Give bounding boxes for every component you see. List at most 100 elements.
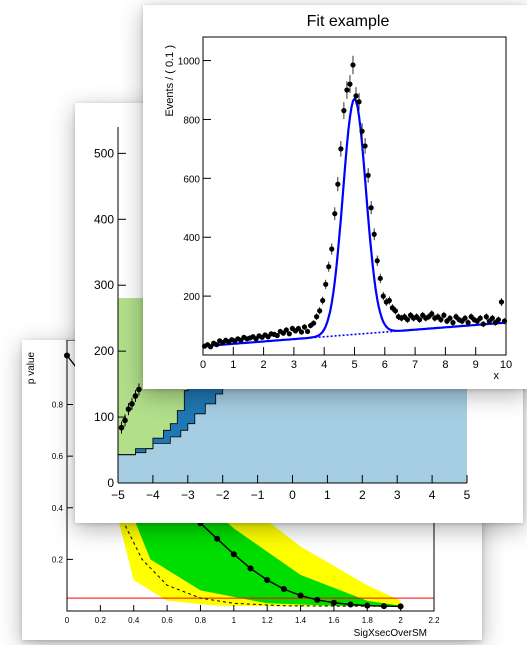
data-point (207, 344, 214, 350)
fit-axes: 0 1 2 3 4 5 6 7 8 9 10 200 400 600 800 1000 (178, 36, 512, 371)
data-point (310, 320, 317, 326)
data-point (386, 297, 392, 304)
data-point (136, 386, 142, 393)
data-point (317, 308, 323, 314)
observed-point (214, 535, 221, 542)
x-tick-label: 0 (289, 488, 296, 502)
x-tick-label: 5 (464, 488, 471, 502)
data-point (214, 342, 220, 348)
y-axis-label: Events / ( 0.1 ) (164, 45, 176, 117)
data-point (377, 275, 383, 282)
x-tick-label: 1 (232, 616, 237, 625)
x-tick-label: 2 (261, 359, 267, 371)
x-tick-label: 2.2 (428, 616, 440, 625)
pvalue-plot: 0 0.2 0.4 0.6 0.8 1 1.2 1.4 1.6 1.8 2 2.2 0.2 0.4 0.6 0… (26, 340, 440, 639)
x-tick-label: 2 (359, 488, 366, 502)
observed-point (380, 603, 387, 610)
data-point (341, 108, 347, 114)
x-tick-label: −2 (216, 488, 230, 502)
x-axis-label: x (494, 370, 500, 382)
data-point (122, 417, 128, 424)
y-tick-label: 600 (183, 174, 200, 185)
observed-point (230, 551, 237, 558)
y-tick-label: 1000 (178, 57, 201, 68)
y-tick-label: 0.6 (52, 452, 64, 461)
x-tick-label: 1 (230, 359, 236, 371)
observed-point (264, 577, 271, 584)
y-tick-label: 0.8 (52, 401, 64, 410)
x-tick-label: 7 (412, 359, 418, 371)
data-point (371, 231, 377, 237)
data-point (429, 311, 435, 317)
data-point (462, 315, 468, 321)
data-point (323, 281, 329, 287)
x-tick-label: 0.8 (195, 616, 207, 625)
data-point (368, 205, 374, 211)
observed-point (247, 565, 254, 572)
data-point (344, 87, 350, 93)
data-point (286, 331, 292, 337)
data-point (295, 325, 302, 332)
data-point (404, 317, 411, 323)
data-point (314, 314, 320, 320)
fit-plot-card: Fit example 0 1 2 3 4 5 6 7 8 9 10 200 400 600 800 1000… (143, 5, 527, 389)
x-tick-label: 2 (398, 616, 403, 625)
y-tick-label: 500 (94, 146, 114, 160)
x-tick-label: 5 (351, 359, 357, 371)
data-point (450, 320, 456, 326)
x-tick-label: 4 (429, 488, 436, 502)
plot-frame (202, 36, 507, 356)
data-point (353, 93, 359, 99)
y-tick-label: 200 (183, 292, 200, 303)
x-tick-label: −4 (146, 488, 160, 502)
data-point (320, 297, 326, 304)
observed-point (347, 601, 354, 608)
fit-plot: Fit example 0 1 2 3 4 5 6 7 8 9 10 200 400 600 800 1000… (164, 13, 512, 382)
x-tick-label: 0 (200, 359, 206, 371)
data-point (392, 308, 399, 314)
data-point (477, 315, 483, 321)
y-tick-label: 0 (107, 476, 114, 490)
x-tick-label: 8 (442, 359, 448, 371)
data-point (335, 181, 341, 187)
total-fit-line (202, 96, 507, 348)
x-tick-label: 10 (500, 359, 512, 371)
data-point (441, 312, 447, 318)
data-point (304, 328, 311, 335)
observed-point (280, 586, 287, 593)
y-tick-label: 0.2 (52, 555, 64, 564)
data-point (438, 317, 444, 323)
data-point (329, 246, 335, 252)
data-point (489, 315, 495, 321)
x-tick-label: 1 (324, 488, 331, 502)
contour-axes: −5 −4 −3 −2 −1 0 1 2 3 4 5 0 100 200 300 400 500 (94, 127, 471, 502)
chart-title: Fit example (307, 13, 390, 30)
x-tick-label: 0.4 (128, 616, 140, 625)
x-tick-label: 9 (473, 359, 479, 371)
data-point (480, 321, 486, 327)
data-point (356, 99, 362, 105)
data-point (483, 314, 489, 320)
data-point (374, 258, 380, 264)
data-point (118, 424, 125, 431)
expected-line (124, 525, 401, 607)
x-tick-label: −5 (111, 488, 125, 502)
data-point (417, 317, 423, 323)
x-tick-label: −1 (251, 488, 265, 502)
pvalue-plot-area (64, 352, 434, 610)
x-tick-label: 3 (394, 488, 401, 502)
data-point (362, 143, 368, 149)
y-tick-label: 400 (183, 233, 200, 244)
x-tick-label: 1.4 (295, 616, 307, 625)
x-tick-label: 1.6 (328, 616, 340, 625)
data-point (498, 299, 505, 305)
y-tick-label: 800 (183, 115, 200, 126)
x-tick-label: 4 (321, 359, 327, 371)
data-point (350, 62, 356, 68)
x-tick-label: 0 (65, 616, 70, 625)
x-tick-label: 0.6 (162, 616, 174, 625)
data-point (129, 401, 135, 407)
data-point (125, 406, 132, 412)
data-point (380, 293, 386, 299)
x-tick-label: 0.2 (95, 616, 107, 625)
